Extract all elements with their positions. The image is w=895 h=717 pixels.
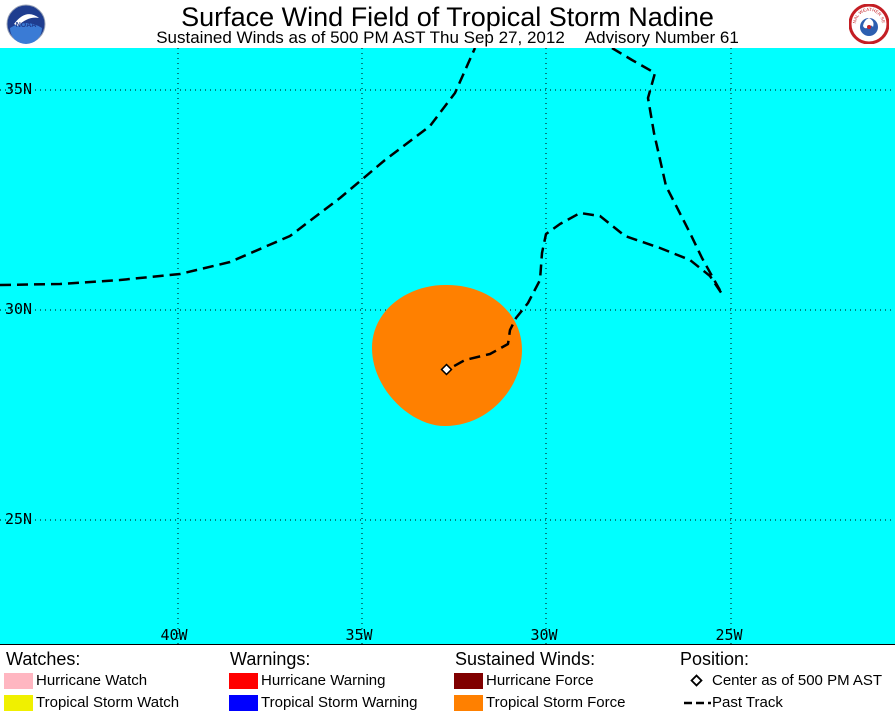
past-track-line: [0, 48, 477, 287]
storm-center-marker: [440, 363, 453, 376]
header: NOAA Surface Wind Field of Tropical Stor…: [0, 0, 895, 48]
subtitle-time: Sustained Winds as of 500 PM AST Thu Sep…: [156, 28, 565, 47]
legend: Watches: Hurricane Watch Tropical Storm …: [0, 644, 895, 717]
swatch-tropical-storm-force: [454, 695, 483, 711]
legend-watches: Watches:: [6, 649, 80, 669]
legend-warnings-heading: Warnings:: [230, 649, 311, 669]
dashed-line-icon: [684, 701, 711, 705]
legend-sustained-winds: Sustained Winds:: [455, 649, 595, 669]
swatch-hurricane-warning: [229, 673, 258, 689]
lon-label-25w: 25W: [715, 626, 743, 644]
lat-label-30n: 30N: [5, 300, 32, 318]
legend-position: Position:: [680, 649, 749, 669]
tropical-storm-force-wind-field: [372, 284, 522, 426]
lat-lon-grid: [0, 48, 895, 644]
lat-label-35n: 35N: [5, 80, 32, 98]
swatch-hurricane-force: [454, 673, 483, 689]
legend-winds-heading: Sustained Winds:: [455, 649, 596, 669]
swatch-tropical-storm-watch: [4, 695, 33, 711]
diamond-icon: [690, 674, 703, 687]
wind-field-map: 35N 30N 25N 40W 35W 30W 25W: [0, 48, 895, 644]
swatch-tropical-storm-warning: [229, 695, 258, 711]
map-title: Surface Wind Field of Tropical Storm Nad…: [181, 2, 714, 32]
nws-logo: NATIONAL WEATHER SERVICE: [849, 4, 889, 44]
map-subtitle: Sustained Winds as of 500 PM AST Thu Sep…: [0, 28, 895, 48]
legend-position-heading: Position:: [680, 649, 750, 669]
lat-label-25n: 25N: [5, 510, 32, 528]
legend-warnings: Warnings:: [230, 649, 310, 669]
noaa-logo: NOAA: [6, 4, 46, 44]
subtitle-advisory: Advisory Number 61: [584, 28, 739, 47]
noaa-logo-text: NOAA: [16, 22, 37, 29]
lon-label-40w: 40W: [160, 626, 188, 644]
past-track-line: [446, 48, 724, 372]
legend-watches-heading: Watches:: [6, 649, 81, 669]
swatch-hurricane-watch: [4, 673, 33, 689]
lon-label-30w: 30W: [530, 626, 558, 644]
lon-label-35w: 35W: [345, 626, 373, 644]
